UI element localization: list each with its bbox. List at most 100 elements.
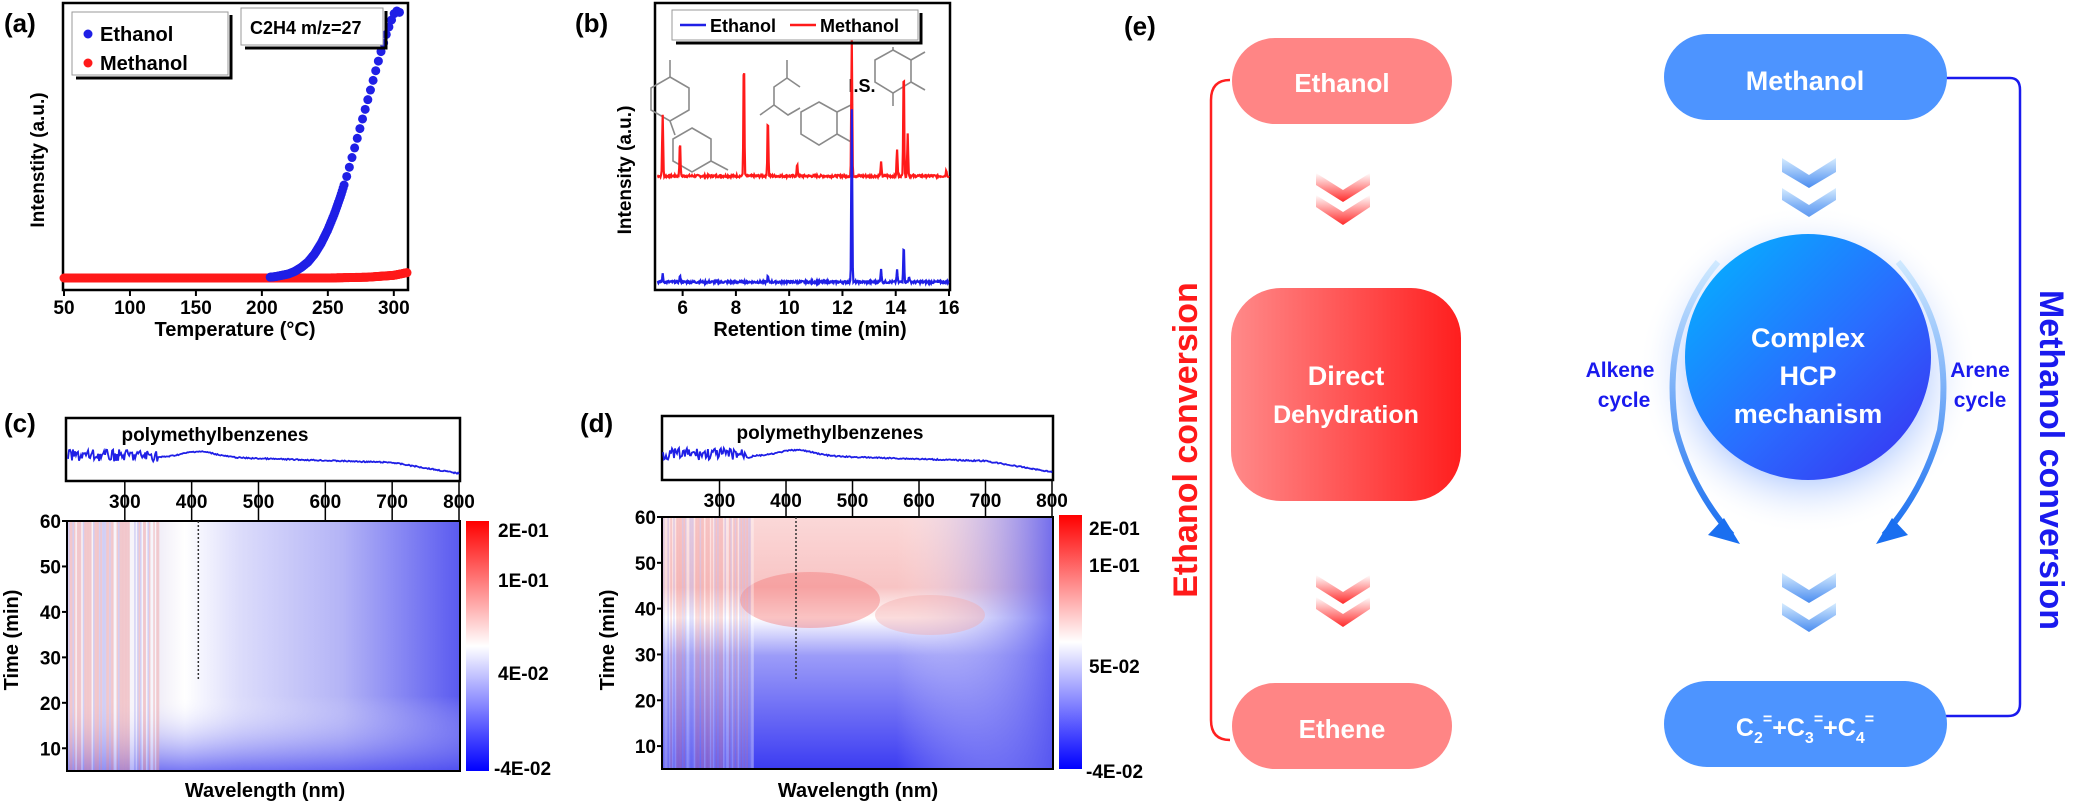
x-ticks-a: 50 100 150 200 250 300: [53, 290, 410, 319]
heatmap-stripe: [714, 517, 716, 769]
y-axis-label-a: Intenstity (a.u.): [28, 92, 49, 227]
heatmap-stripe: [679, 517, 681, 769]
heatmap-stripe: [107, 521, 110, 771]
arrow-head-icon: [1876, 518, 1908, 544]
heatmap-stripe: [141, 521, 144, 771]
colorbar-tick-c-2: 4E-02: [498, 664, 549, 685]
y-tick-label: 20: [40, 694, 61, 715]
colorbar-tick-d-1: 1E-01: [1089, 556, 1140, 577]
arene-cycle-label-2: cycle: [1954, 389, 2007, 412]
heatmap-stripe: [744, 517, 747, 769]
heatmap-stripe: [725, 517, 728, 769]
heatmap-stripe: [721, 517, 724, 769]
node-direct-label-2: Dehydration: [1273, 401, 1419, 429]
x-tick-label: 600: [903, 491, 935, 512]
point-ethanol: [368, 75, 378, 85]
heatmap-stripe: [752, 517, 754, 769]
x-tick-label: 300: [378, 298, 410, 319]
point-ethanol: [347, 153, 357, 163]
heatmap-stripe: [132, 521, 135, 771]
chevron-down-icon: [1316, 173, 1370, 225]
heatmap-stripe: [113, 521, 116, 771]
molecule-structures-icon: [650, 47, 926, 173]
x-tick-label: 600: [309, 492, 341, 513]
x-tick-label: 700: [970, 491, 1002, 512]
colorbar-d: [1059, 515, 1082, 769]
heatmap-stripe: [747, 517, 750, 769]
y-tick-label: 50: [40, 557, 61, 578]
x-tick-label: 250: [312, 298, 344, 319]
alkene-cycle-label-2: cycle: [1598, 389, 1651, 412]
node-ethene-label: Ethene: [1299, 714, 1386, 744]
heatmap-stripe: [712, 517, 715, 769]
x-tick-label: 12: [832, 298, 853, 319]
panel-label-d: (d): [580, 408, 613, 438]
heatmap-stripe: [720, 517, 722, 769]
colorbar-tick-c-1: 1E-01: [498, 571, 549, 592]
point-ethanol: [344, 162, 354, 172]
heatmap-shading-d: [662, 517, 1053, 769]
heatmap-stripe: [126, 521, 129, 771]
heatmap-stripe: [693, 517, 696, 769]
heatmap-stripe: [703, 517, 706, 769]
heatmap-shading-c: [67, 521, 460, 771]
spectrum-line-d: [662, 445, 1053, 474]
legend-label-methanol: Methanol: [100, 53, 188, 75]
heatmap-stripe: [103, 521, 105, 771]
heatmap-stripe: [98, 521, 101, 771]
node-hcp-label-3: mechanism: [1734, 399, 1883, 429]
x-tick-label: 200: [246, 298, 278, 319]
heatmap-stripe: [97, 521, 100, 771]
legend-marker-methanol: [83, 58, 93, 68]
heatmap-stripe: [665, 517, 668, 769]
heatmap-stripe: [680, 517, 683, 769]
point-ethanol: [360, 104, 370, 114]
spectrum-frame-d: [660, 414, 1055, 482]
heatmap-stripe: [100, 521, 102, 771]
point-ethanol: [358, 114, 368, 124]
heatmap-stripe: [746, 517, 748, 769]
heatmap-stripe: [150, 521, 152, 771]
heatmap-stripe: [88, 521, 91, 771]
chevron-down-icon: [1782, 573, 1836, 632]
heatmap-stripe: [701, 517, 703, 769]
heatmap-stripe: [728, 517, 731, 769]
ethanol-bracket: [1209, 78, 1231, 742]
panel-a: (a) Intenstity (a.u.) Temperature (°C) 5…: [4, 1, 412, 341]
heatmap-stripe: [674, 517, 677, 769]
heatmap-stripe: [668, 517, 671, 769]
x-tick-label: 8: [731, 298, 742, 319]
heatmap-stripe: [698, 517, 700, 769]
heatmap-stripe: [145, 521, 148, 771]
heatmap-noise-c: [68, 521, 160, 771]
y-tick-label: 10: [40, 739, 61, 760]
heatmap-stripe: [81, 521, 83, 771]
heatmap-stripe: [733, 517, 735, 769]
x-tick-label: 700: [376, 492, 408, 513]
heatmap-stripe: [95, 521, 98, 771]
heatmap-stripe: [705, 517, 708, 769]
y-ticks-c: 10 20 30 40 50 60: [40, 512, 68, 760]
heatmap-stripe: [85, 521, 88, 771]
heatmap-stripe: [131, 521, 133, 771]
colorbar-tick-c-0: 2E-01: [498, 521, 549, 542]
node-hcp-label-2: HCP: [1779, 361, 1836, 391]
chevron-down-icon: [1316, 575, 1370, 627]
heatmap-stripe: [78, 521, 80, 771]
heatmap-stripe: [683, 517, 686, 769]
colorbar-tick-d-0: 2E-01: [1089, 519, 1140, 540]
x-tick-label: 14: [885, 298, 907, 319]
y-tick-label: 20: [635, 691, 656, 712]
heatmap-stripe: [717, 517, 719, 769]
legend-label-ethanol-b: Ethanol: [710, 16, 776, 36]
plot-frame-b: [653, 1, 952, 292]
heatmap-stripe: [94, 521, 97, 771]
x-ticks-b: 6 8 10 12 14 16: [677, 290, 960, 319]
y-tick-label: 50: [635, 554, 656, 575]
heatmap-stripe: [142, 521, 145, 771]
heatmap-stripe: [138, 521, 141, 771]
heatmap-stripe: [115, 521, 117, 771]
x-tick-label: 6: [677, 298, 688, 319]
heatmap-stripe: [689, 517, 691, 769]
point-ethanol: [350, 143, 360, 153]
